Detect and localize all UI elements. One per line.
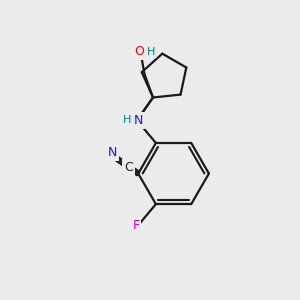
Text: F: F <box>132 219 140 232</box>
Text: H: H <box>123 116 132 125</box>
Text: O: O <box>134 45 144 58</box>
Text: N: N <box>134 114 143 127</box>
Text: H: H <box>147 46 156 57</box>
Text: N: N <box>107 146 117 159</box>
Text: C: C <box>124 160 133 174</box>
